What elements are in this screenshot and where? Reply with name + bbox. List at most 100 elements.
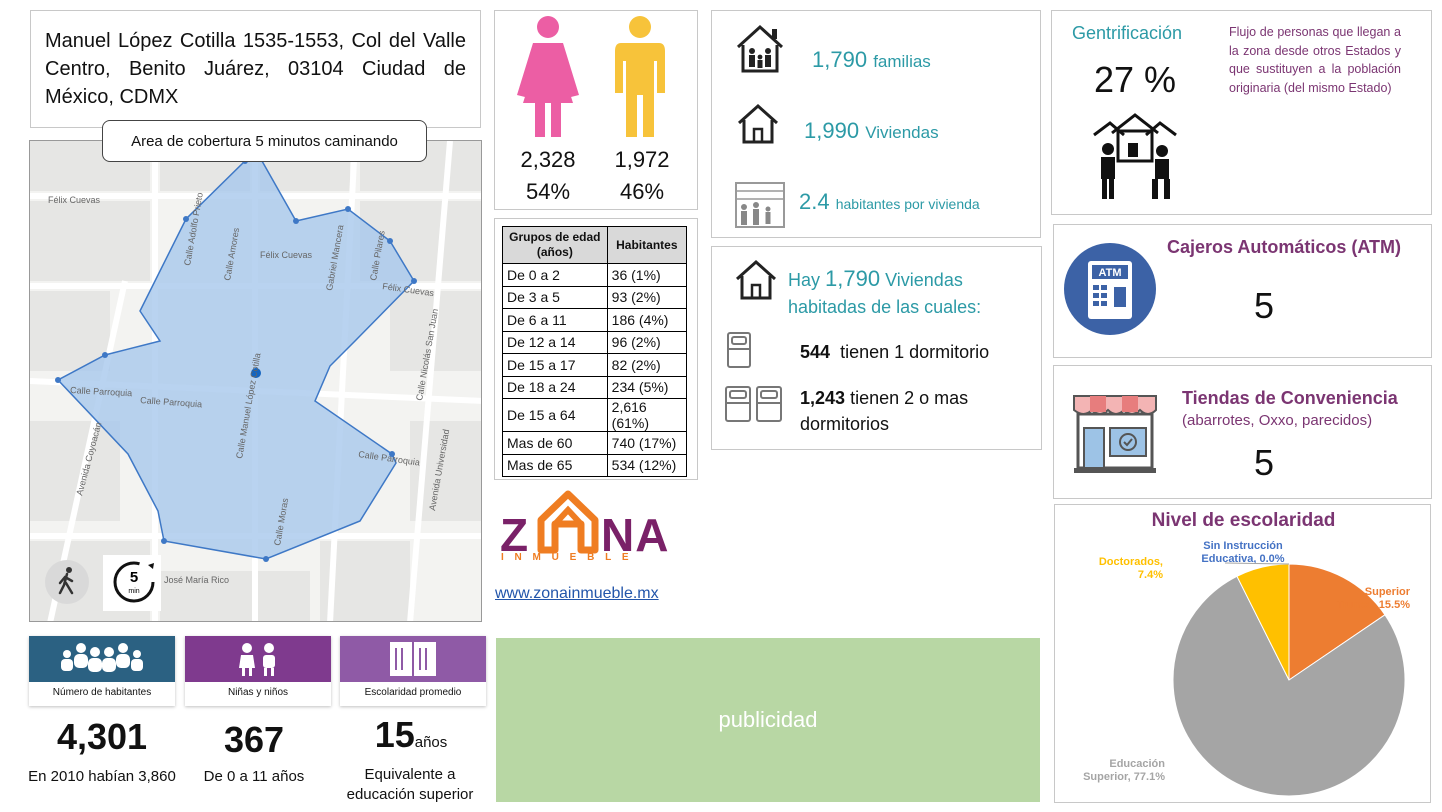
one-bedroom-stat: 544 tienen 1 dormitorio bbox=[800, 342, 989, 363]
residents: 82 (2%) bbox=[606, 353, 688, 377]
education-chart-panel: Nivel de escolaridad Sin Instrucción Educ… bbox=[1054, 504, 1431, 803]
children-card-label: Niñas y niños bbox=[227, 687, 289, 698]
inhabited-prefix: Hay bbox=[788, 270, 821, 290]
address-text: Manuel López Cotilla 1535-1553, Col del … bbox=[45, 30, 466, 108]
per-home-stat: 2.4 habitantes por vivienda bbox=[799, 189, 980, 215]
table-row: Mas de 65 534 (12%) bbox=[502, 453, 688, 477]
age-group: De 15 a 17 bbox=[502, 353, 608, 377]
stores-count: 5 bbox=[1254, 442, 1275, 483]
gentrification-panel: Gentrificación 27 % Flujo de personas qu… bbox=[1051, 10, 1432, 215]
homes-count: 1,990 bbox=[804, 118, 860, 143]
one-bedroom-count: 544 bbox=[800, 342, 831, 362]
children-value: 367 bbox=[223, 719, 285, 760]
svg-text:min: min bbox=[128, 588, 139, 595]
location-pin[interactable] bbox=[251, 368, 261, 378]
stores-title: Tiendas de Conveniencia bbox=[1182, 388, 1398, 408]
pie-leader-line bbox=[1224, 562, 1290, 565]
street-label: Calle Parroquia bbox=[70, 385, 132, 398]
age-table-panel: Grupos de edad (años) Habitantes De 0 a … bbox=[494, 218, 698, 480]
table-row: Mas de 60 740 (17%) bbox=[502, 431, 688, 455]
pie-data-label: Doctorados, 7.4% bbox=[1099, 556, 1163, 581]
column-header: Habitantes bbox=[606, 226, 688, 264]
male-icon bbox=[615, 16, 665, 137]
female-count: 2,328 bbox=[520, 147, 576, 172]
homes-stat: 1,990 Viviendas bbox=[804, 118, 939, 144]
households-panel: 1,790 familias 1,990 Viviendas 2.4 habit… bbox=[711, 10, 1041, 238]
table-row: De 18 a 24 234 (5%) bbox=[502, 375, 688, 399]
two-bedroom-count: 1,243 bbox=[800, 388, 846, 408]
schooling-card: Escolaridad promedio bbox=[340, 636, 486, 706]
book-icon bbox=[390, 642, 436, 676]
age-table: Grupos de edad (años) Habitantes De 0 a … bbox=[502, 226, 688, 477]
residents: 96 (2%) bbox=[606, 330, 688, 354]
street-label: José María Rico bbox=[164, 575, 229, 585]
timer-icon: 5 min bbox=[103, 555, 161, 611]
male-count: 1,972 bbox=[614, 147, 670, 172]
schooling-unit: años bbox=[414, 734, 448, 751]
house-icon bbox=[737, 103, 779, 144]
gender-panel: 2,328 54% 1,972 46% bbox=[494, 10, 698, 210]
per-home-label: habitantes por vivienda bbox=[835, 196, 980, 212]
education-pie-chart: Sin Instrucción Educativa, 0.0% Superior Tr… bbox=[1083, 540, 1411, 797]
double-bed-icon bbox=[725, 386, 782, 422]
age-group: De 6 a 11 bbox=[502, 308, 608, 332]
population-card-header bbox=[29, 636, 175, 682]
schooling-value: 15 bbox=[374, 714, 415, 755]
inhabited-homes-text: Hay 1,790 Viviendas habitadas de las cua… bbox=[788, 265, 981, 321]
residents: 740 (17%) bbox=[606, 431, 688, 455]
store-icon bbox=[1073, 395, 1157, 473]
pie-slice bbox=[1172, 575, 1406, 797]
age-group: De 3 a 5 bbox=[502, 285, 608, 309]
gentrification-title: Gentrificación bbox=[1072, 23, 1183, 43]
residents: 186 (4%) bbox=[606, 308, 688, 332]
children-card: Niñas y niños bbox=[185, 636, 331, 706]
atm-icon: ATM bbox=[1064, 243, 1156, 335]
atm-title: Cajeros Automáticos (ATM) bbox=[1167, 237, 1402, 257]
address-box: Manuel López Cotilla 1535-1553, Col del … bbox=[30, 10, 481, 128]
pie-data-label: Educación Superior, 77.1% bbox=[1083, 758, 1165, 783]
age-group: De 15 a 64 bbox=[502, 398, 608, 432]
female-percent: 54% bbox=[525, 179, 571, 204]
people-group-icon bbox=[61, 643, 143, 672]
street-label: Félix Cuevas bbox=[48, 195, 101, 205]
table-row: De 12 a 14 96 (2%) bbox=[502, 330, 688, 354]
house-logo-icon bbox=[537, 490, 599, 554]
bedrooms-panel: Hay 1,790 Viviendas habitadas de las cua… bbox=[711, 246, 1042, 450]
homes-label: Viviendas bbox=[865, 123, 939, 142]
age-group: De 18 a 24 bbox=[502, 375, 608, 399]
population-card: Número de habitantes bbox=[29, 636, 175, 706]
table-row: De 15 a 17 82 (2%) bbox=[502, 353, 688, 377]
male-percent: 46% bbox=[619, 179, 665, 204]
convenience-stores-panel: Tiendas de Conveniencia (abarrotes, Oxxo… bbox=[1053, 365, 1432, 499]
residents: 234 (5%) bbox=[606, 375, 688, 399]
two-bedroom-stat: 1,243 tienen 2 o mas dormitorios bbox=[800, 385, 968, 437]
gentrification-icon bbox=[1093, 113, 1177, 199]
atm-panel: ATM Cajeros Automáticos (ATM) 5 bbox=[1053, 224, 1432, 358]
one-bedroom-label: tienen 1 dormitorio bbox=[840, 342, 990, 362]
advertising-slot[interactable]: publicidad bbox=[496, 638, 1040, 802]
inhabited-homes-label: Viviendas bbox=[885, 270, 963, 290]
street-label: Félix Cuevas bbox=[260, 250, 313, 260]
stores-subtitle: (abarrotes, Oxxo, parecidos) bbox=[1182, 412, 1373, 429]
street-label: Calle Parroquia bbox=[140, 395, 203, 409]
age-group: De 12 a 14 bbox=[502, 330, 608, 354]
children-icon bbox=[239, 643, 275, 676]
brand-logo: Z NA I N M U E B L E www.zonainmueble.mx bbox=[495, 490, 697, 610]
two-bedroom-label-2: dormitorios bbox=[800, 414, 890, 434]
inhabited-count: 1,790 bbox=[825, 266, 881, 291]
coverage-map[interactable]: Félix Cuevas Félix Cuevas Félix Cuevas C… bbox=[29, 140, 482, 622]
website-link[interactable]: www.zonainmueble.mx bbox=[495, 585, 659, 602]
coverage-label: Area de cobertura 5 minutos caminando bbox=[102, 120, 427, 162]
schooling-note: Equivalente a educación superior bbox=[346, 766, 474, 803]
age-group: De 0 a 2 bbox=[502, 263, 608, 287]
table-row: De 0 a 2 36 (1%) bbox=[502, 263, 688, 287]
residents: 2,616 (61%) bbox=[606, 398, 688, 432]
logo-subtitle: I N M U E B L E bbox=[501, 552, 633, 563]
single-bed-icon bbox=[727, 332, 751, 368]
gentrification-description: Flujo de personas que llegan a la zona d… bbox=[1229, 25, 1401, 95]
logo-letters: NA bbox=[601, 509, 670, 561]
chart-title: Nivel de escolaridad bbox=[1151, 510, 1336, 531]
table-row: De 15 a 64 2,616 (61%) bbox=[502, 398, 688, 432]
families-count: 1,790 bbox=[812, 47, 868, 72]
family-house-icon bbox=[736, 24, 784, 73]
